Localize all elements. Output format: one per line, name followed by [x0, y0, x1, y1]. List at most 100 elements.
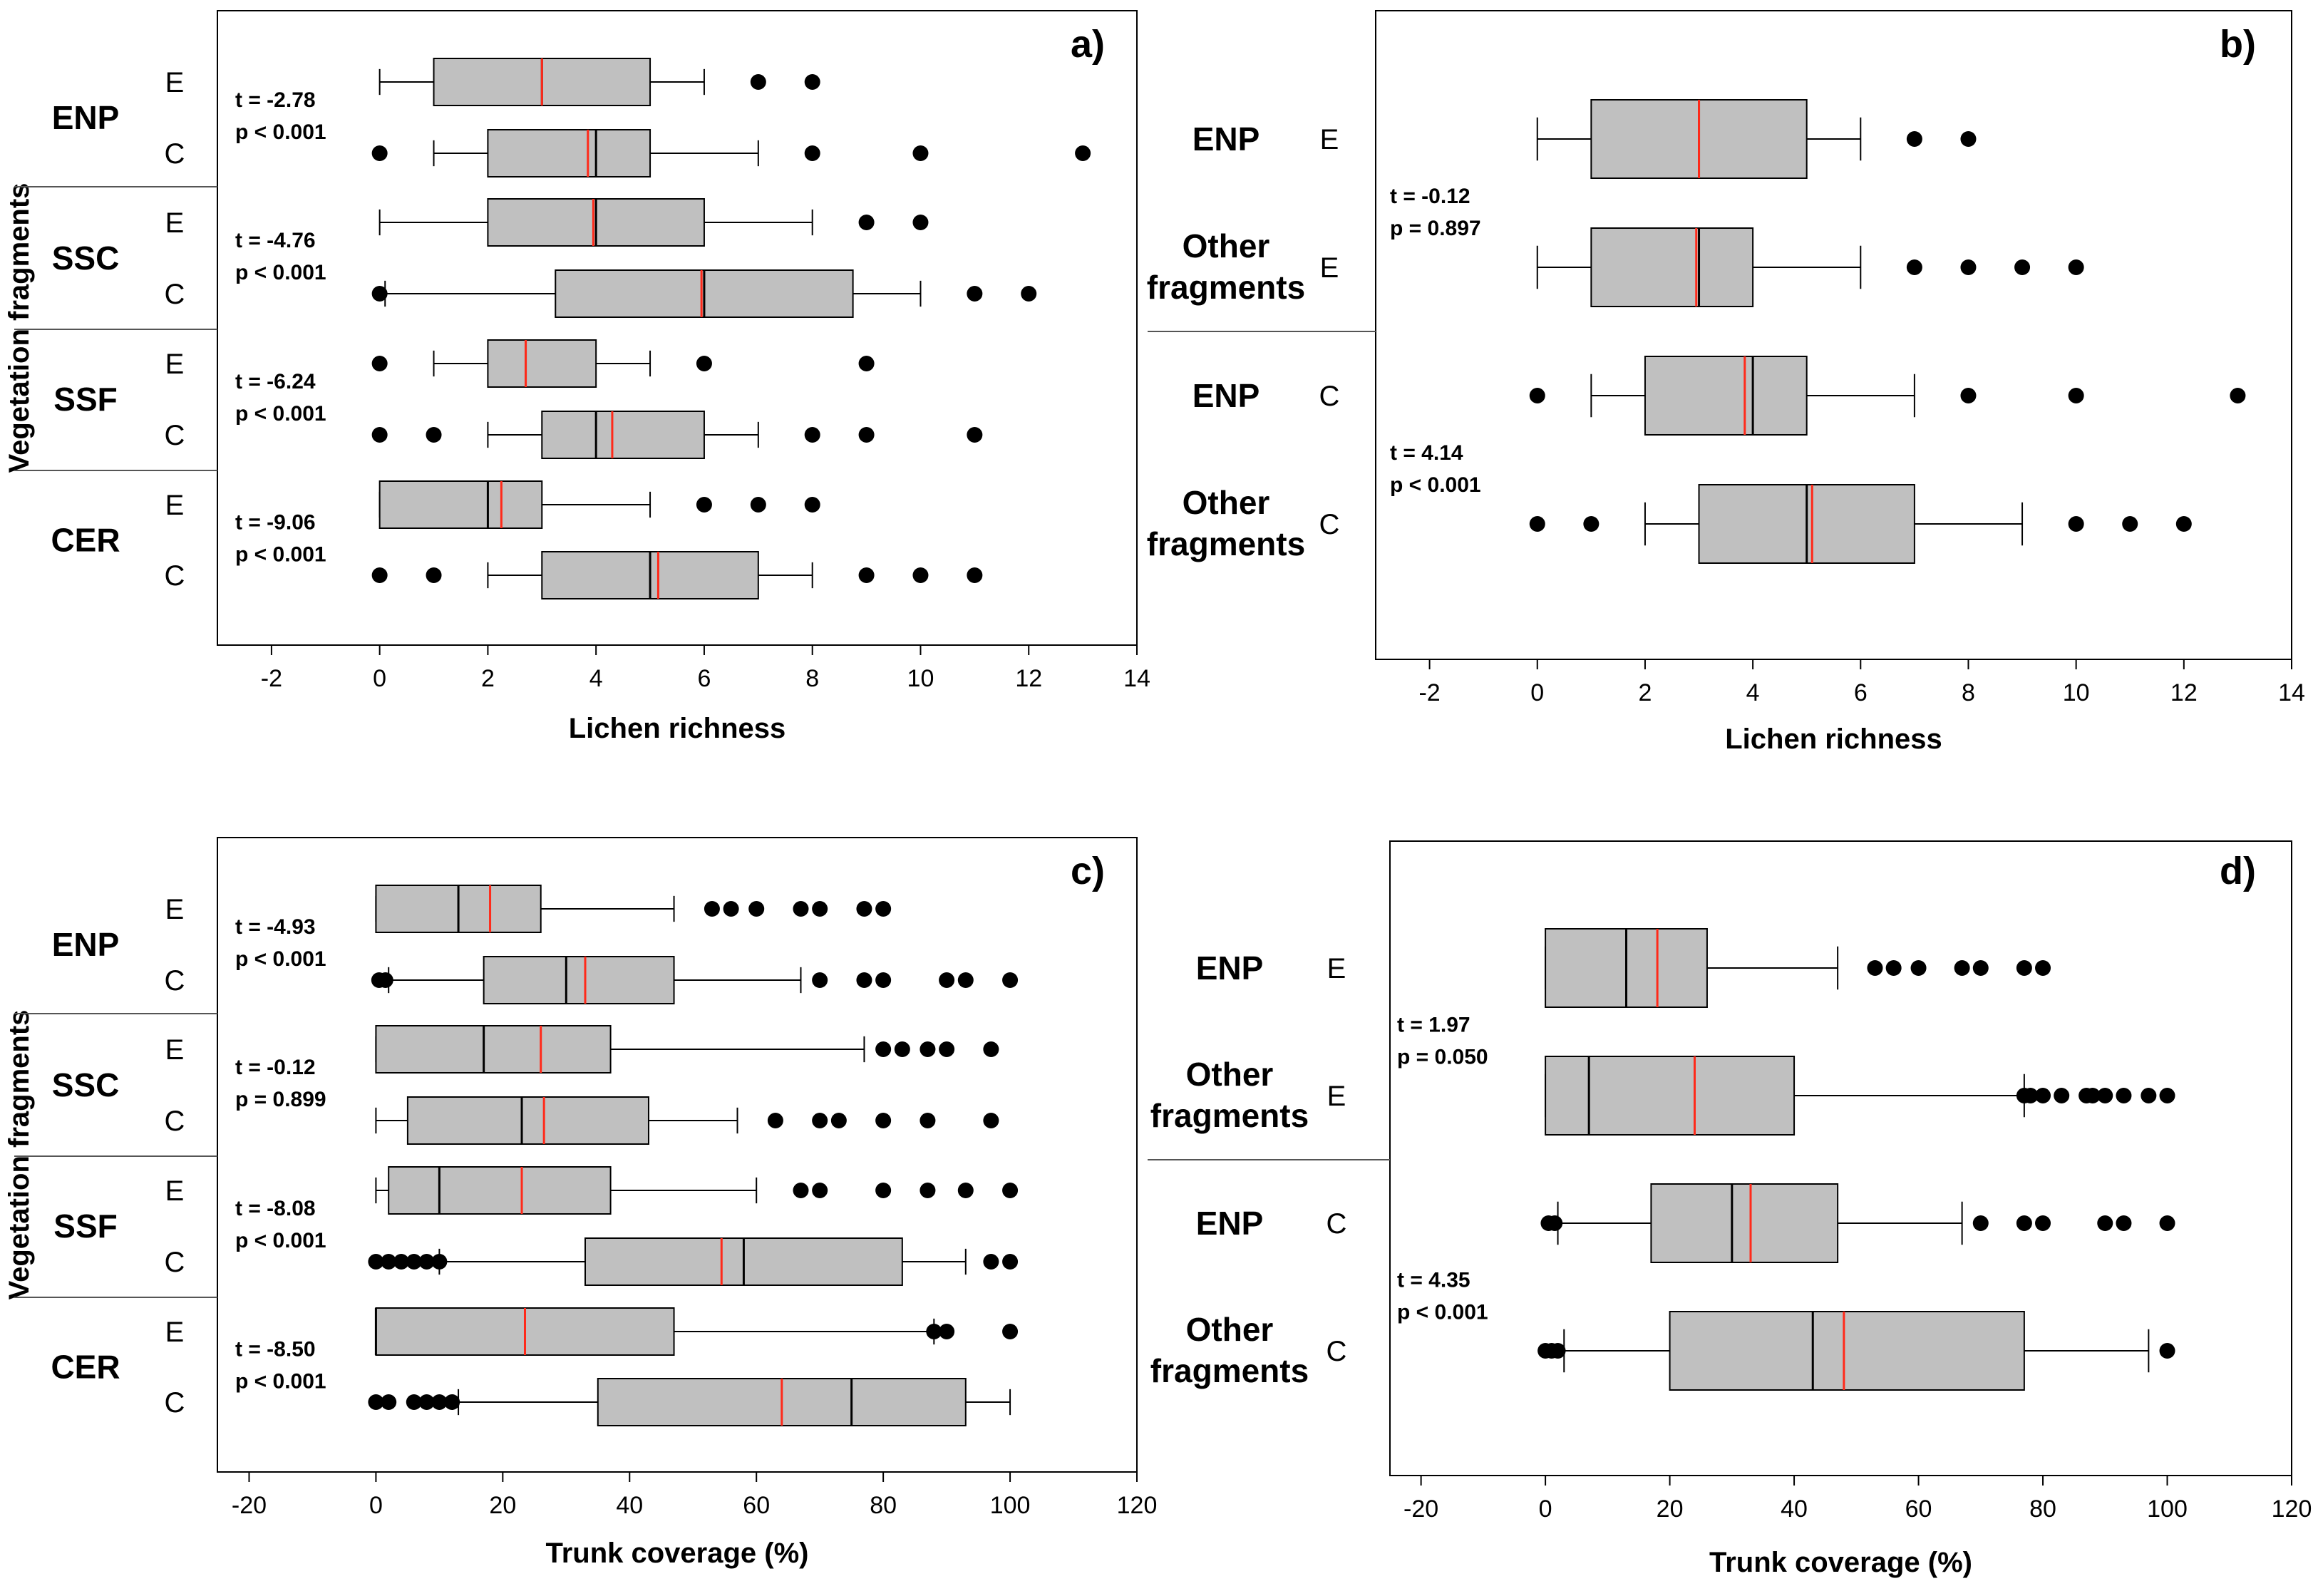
outlier-point	[957, 972, 974, 988]
stat-t: t = 4.14	[1390, 441, 1463, 465]
stat-t: t = -0.12	[235, 1056, 316, 1079]
panel-b: -2 0 2 4 6 8 10 12 14 Lichen richness b) E E C C ENP Oth…	[1147, 10, 2305, 755]
outlier-point	[858, 427, 875, 443]
stat-p: p < 0.001	[235, 261, 326, 284]
x-tick-label: 0	[369, 1492, 383, 1519]
outlier-point	[957, 1183, 974, 1198]
x-tick-label: 80	[2029, 1495, 2056, 1523]
outlier-point	[2141, 1088, 2157, 1103]
outlier-point	[418, 1254, 435, 1270]
category-label: E	[165, 349, 185, 380]
outlier-point	[371, 567, 388, 583]
outlier-point	[371, 356, 388, 371]
x-tick-label: 120	[2272, 1495, 2312, 1523]
box-row: C	[165, 1378, 1011, 1426]
stat-p: p < 0.001	[235, 1229, 326, 1252]
outlier-point	[1002, 1324, 1019, 1339]
outlier-point	[793, 1183, 809, 1198]
outlier-point	[812, 1113, 828, 1128]
outlier-point	[939, 972, 955, 988]
box	[1650, 1183, 1839, 1263]
x-tick-label: 6	[697, 665, 711, 692]
stat-t: t = -9.06	[235, 511, 316, 535]
outlier-point	[812, 901, 828, 917]
box-row: E	[165, 1025, 999, 1074]
group-label-line: fragments	[1150, 1352, 1309, 1389]
group-label: ENP	[52, 926, 120, 963]
panel-label: c)	[1071, 850, 1105, 892]
outlier-point	[2035, 1088, 2051, 1103]
outlier-point	[1529, 516, 1545, 532]
category-label: E	[165, 1034, 185, 1066]
group-label: Other fragments	[1147, 227, 1305, 306]
category-label: E	[1320, 124, 1339, 155]
stat-t: t = -2.78	[235, 88, 316, 112]
panel-label: d)	[2220, 850, 2256, 892]
x-tick-label: 100	[2147, 1495, 2188, 1523]
outlier-point	[856, 901, 872, 917]
box-row: E	[1320, 99, 1977, 179]
box-row: C	[165, 129, 1091, 177]
category-label: E	[165, 1175, 185, 1207]
outlier-point	[912, 145, 929, 161]
outlier-point	[1885, 960, 1902, 976]
outlier-point	[912, 215, 929, 230]
panel-label: a)	[1071, 23, 1105, 66]
category-label: C	[1319, 381, 1340, 412]
group-label: CER	[51, 1349, 120, 1386]
outlier-point	[912, 567, 929, 583]
group-label: Other fragments	[1150, 1311, 1309, 1389]
category-label: E	[1327, 953, 1346, 984]
outlier-point	[920, 1113, 936, 1128]
box-row: C	[1319, 484, 2192, 564]
outlier-point	[426, 567, 442, 583]
box-row: E	[165, 198, 929, 247]
plot-frame	[217, 10, 1138, 646]
outlier-point	[406, 1394, 422, 1410]
outlier-point	[2159, 1215, 2175, 1231]
group-label-line: Other	[1183, 227, 1270, 264]
outlier-point	[1075, 145, 1091, 161]
x-tick-label: 12	[1015, 665, 1042, 692]
outlier-point	[2116, 1088, 2132, 1103]
outlier-point	[2035, 960, 2051, 976]
outlier-point	[983, 1254, 999, 1270]
group-label: SSF	[53, 1208, 117, 1245]
outlier-point	[926, 1324, 942, 1339]
box-row: E	[165, 1166, 1019, 1215]
plot-frame	[1375, 10, 2292, 660]
outlier-point	[704, 901, 720, 917]
outlier-point	[2159, 1343, 2175, 1359]
x-tick-label: 20	[489, 1492, 516, 1519]
box-row: C	[165, 1096, 999, 1145]
category-label: C	[165, 560, 185, 592]
outlier-point	[858, 215, 875, 230]
box-row: E	[1327, 1056, 2175, 1136]
category-label: C	[165, 138, 185, 170]
category-label: C	[165, 420, 185, 451]
group-label: Other fragments	[1147, 484, 1305, 562]
box-row: C	[165, 411, 983, 459]
x-tick-label: 60	[1905, 1495, 1932, 1523]
outlier-point	[875, 901, 892, 917]
plot-frame	[217, 837, 1138, 1473]
box-row: C	[165, 269, 1037, 318]
panel-d: -20 0 20 40 60 80 100 120 Trunk coverage (%) d) E E…	[1148, 840, 2312, 1578]
x-axis-title: Trunk coverage (%)	[545, 1538, 808, 1569]
box	[1545, 1056, 1796, 1136]
outlier-point	[1547, 1215, 1563, 1231]
box	[483, 956, 675, 1004]
stat-p: p < 0.001	[235, 1370, 326, 1394]
outlier-point	[894, 1041, 910, 1057]
category-label: E	[165, 207, 185, 239]
outlier-point	[1550, 1343, 1566, 1359]
category-label: E	[1327, 1081, 1346, 1112]
outlier-point	[875, 1113, 892, 1128]
box	[406, 1096, 649, 1145]
box-row: E	[165, 58, 820, 106]
outlier-point	[750, 74, 766, 90]
outlier-point	[939, 1041, 955, 1057]
x-tick-label: 14	[1123, 665, 1150, 692]
